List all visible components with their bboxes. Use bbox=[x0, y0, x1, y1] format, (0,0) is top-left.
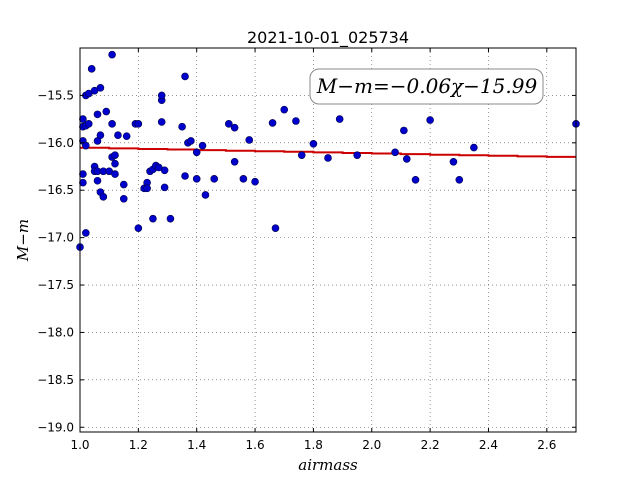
x-tick-label: 1.4 bbox=[187, 438, 206, 452]
data-point bbox=[108, 120, 116, 128]
y-tick-label: −17.5 bbox=[37, 278, 74, 292]
data-point bbox=[411, 175, 420, 184]
data-point bbox=[111, 159, 119, 168]
y-tick-label: −17.0 bbox=[37, 231, 74, 245]
data-point bbox=[82, 141, 90, 150]
data-point bbox=[84, 120, 93, 128]
data-point bbox=[93, 110, 102, 119]
data-point bbox=[96, 84, 105, 92]
data-point bbox=[455, 175, 464, 184]
data-point bbox=[166, 214, 175, 223]
data-point bbox=[225, 120, 233, 128]
data-point bbox=[324, 154, 332, 162]
x-tick-label: 2.2 bbox=[421, 438, 440, 452]
data-point bbox=[187, 137, 195, 145]
data-point bbox=[449, 157, 458, 166]
data-point bbox=[245, 136, 254, 144]
x-tick-label: 1.0 bbox=[70, 438, 89, 452]
data-point bbox=[297, 151, 306, 159]
data-point bbox=[87, 65, 96, 73]
data-point bbox=[251, 177, 259, 186]
data-point bbox=[79, 178, 87, 187]
data-point bbox=[181, 72, 189, 81]
x-tick-label: 2.6 bbox=[537, 438, 556, 452]
data-point bbox=[160, 183, 169, 192]
data-point bbox=[309, 139, 318, 148]
data-point bbox=[111, 151, 119, 159]
x-axis-label: airmass bbox=[298, 456, 358, 474]
data-point bbox=[178, 122, 186, 131]
fit-line-group bbox=[80, 146, 576, 158]
data-point bbox=[230, 157, 239, 166]
data-point bbox=[99, 193, 108, 201]
x-tick-label: 2.4 bbox=[479, 438, 498, 452]
data-points bbox=[76, 50, 580, 251]
data-point bbox=[114, 131, 122, 140]
data-point bbox=[122, 132, 131, 140]
y-tick-label: −18.5 bbox=[37, 373, 74, 387]
data-point bbox=[292, 117, 300, 125]
data-point bbox=[271, 224, 280, 232]
data-point bbox=[102, 107, 111, 116]
annotation-box bbox=[309, 68, 544, 105]
y-ticks: −15.5 −16.0 −16.5 −17.0 −17.5 −18.0 −18.5 −19.0 bbox=[37, 88, 576, 434]
data-point bbox=[93, 176, 102, 185]
data-point bbox=[239, 175, 248, 183]
plot-frame bbox=[79, 47, 577, 433]
grid bbox=[79, 48, 576, 432]
y-tick-label: −16.0 bbox=[37, 136, 74, 150]
data-point bbox=[181, 172, 189, 180]
data-point bbox=[82, 229, 90, 237]
data-point bbox=[426, 116, 434, 124]
data-point bbox=[192, 175, 201, 183]
data-point bbox=[210, 175, 219, 183]
data-point bbox=[391, 148, 399, 157]
x-tick-label: 1.6 bbox=[246, 438, 265, 452]
data-point bbox=[96, 131, 105, 140]
y-tick-label: −15.5 bbox=[37, 88, 74, 102]
fit-annotation: M−m=−0.06χ−15.99 bbox=[316, 74, 538, 98]
data-point bbox=[335, 115, 344, 123]
data-point bbox=[79, 170, 87, 178]
fit-line bbox=[80, 146, 576, 158]
data-point bbox=[134, 224, 143, 232]
x-ticks: 1.0 1.2 1.4 1.6 1.8 2.0 2.2 2.4 2.6 bbox=[70, 48, 556, 452]
data-point bbox=[149, 214, 157, 223]
data-point bbox=[134, 120, 143, 128]
data-point bbox=[192, 148, 201, 157]
y-axis-label: M−m bbox=[14, 219, 32, 262]
x-tick-label: 1.8 bbox=[304, 438, 323, 452]
data-point bbox=[268, 119, 277, 127]
chart-title: 2021-10-01_025734 bbox=[247, 28, 409, 48]
data-point bbox=[198, 141, 207, 150]
x-tick-label: 1.2 bbox=[129, 438, 148, 452]
data-point bbox=[157, 118, 166, 126]
data-point bbox=[160, 166, 169, 175]
y-tick-label: −18.0 bbox=[37, 325, 74, 339]
y-tick-label: −19.0 bbox=[37, 420, 74, 434]
data-point bbox=[280, 105, 289, 114]
data-point bbox=[353, 151, 361, 159]
data-point bbox=[143, 184, 151, 193]
data-point bbox=[111, 170, 119, 178]
data-point bbox=[470, 143, 478, 152]
data-point bbox=[108, 50, 116, 59]
data-point bbox=[157, 91, 166, 100]
data-point bbox=[230, 123, 239, 132]
data-point bbox=[119, 180, 128, 189]
data-point bbox=[402, 155, 411, 163]
data-point bbox=[400, 126, 408, 135]
data-point bbox=[119, 194, 128, 203]
x-tick-label: 2.0 bbox=[362, 438, 381, 452]
data-point bbox=[79, 115, 87, 123]
y-tick-label: −16.5 bbox=[37, 183, 74, 197]
data-point bbox=[201, 191, 210, 199]
